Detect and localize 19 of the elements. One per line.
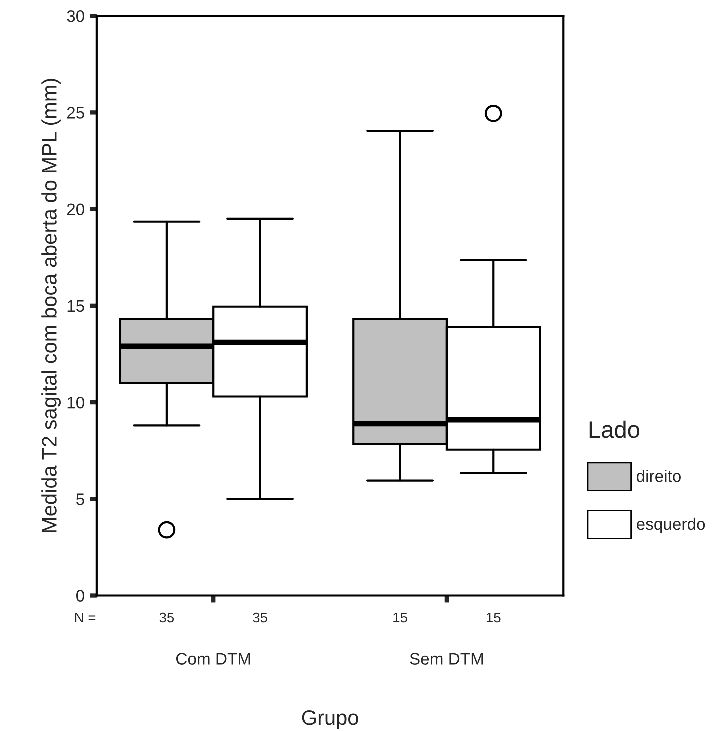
text: N = xyxy=(75,612,96,623)
x-tick-label: Com DTM xyxy=(176,653,250,665)
y-tick-label: 10 xyxy=(68,396,84,409)
y-tick-label: 20 xyxy=(67,204,84,216)
text: 15 xyxy=(486,612,501,623)
y-tick-label: 25 xyxy=(67,107,84,119)
y-tick-label: 0 xyxy=(76,590,84,602)
y-tick-label: 5 xyxy=(76,494,84,506)
y-tick-label: 15 xyxy=(68,300,84,312)
legend-label: esquerdo xyxy=(637,518,706,534)
text: 15 xyxy=(394,612,408,623)
x-tick-label: Sem DTM xyxy=(410,653,484,665)
text: 35 xyxy=(253,612,268,623)
text: 35 xyxy=(160,612,174,623)
legend-title: Lado xyxy=(590,420,640,438)
y-tick-label: 30 xyxy=(67,10,84,22)
legend-label: direito xyxy=(637,470,681,482)
x-axis-title: Grupo xyxy=(302,710,358,730)
y-axis-title: Medida T2 sagital com boca aberta do MPL (mm) xyxy=(42,79,62,532)
